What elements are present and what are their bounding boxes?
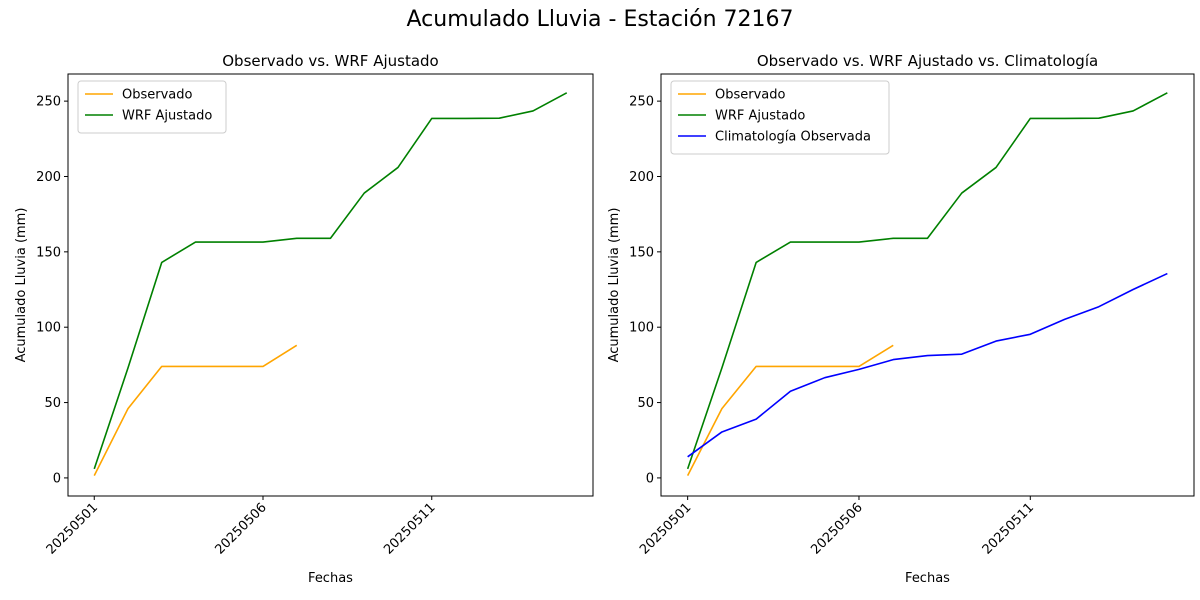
chart-panel-1: 0 50 100 150 200 250 20250501 20250506 20250511 O… xyxy=(14,52,594,586)
y-tick-label: 250 xyxy=(629,95,654,110)
series-line-climatología-observada xyxy=(687,272,1168,458)
y-tick-label: 100 xyxy=(36,321,61,336)
y-tick-label: 100 xyxy=(629,321,654,336)
y-tick-label: 200 xyxy=(629,170,654,185)
y-axis-label: Acumulado Lluvia (mm) xyxy=(14,208,29,363)
y-tick-label: 200 xyxy=(36,170,61,185)
chart-title: Observado vs. WRF Ajustado xyxy=(222,52,438,70)
legend-label: Observado xyxy=(715,88,786,103)
y-tick-label: 50 xyxy=(637,396,654,411)
y-axis-label: Acumulado Lluvia (mm) xyxy=(607,208,622,363)
x-tick-label: 20250506 xyxy=(212,500,269,557)
x-tick-label: 20250501 xyxy=(637,500,694,557)
chart-title: Observado vs. WRF Ajustado vs. Climatolo… xyxy=(757,52,1098,70)
series-line-wrf-ajustado xyxy=(686,92,1168,470)
legend-label: WRF Ajustado xyxy=(715,109,805,124)
x-tick-label: 20250506 xyxy=(808,500,865,557)
y-tick-label: 0 xyxy=(646,471,654,486)
legend-label: Observado xyxy=(122,88,193,103)
figure-title: Acumulado Lluvia - Estación 72167 xyxy=(406,7,794,32)
legend: Observado WRF Ajustado xyxy=(77,80,227,134)
y-tick-label: 0 xyxy=(53,471,61,486)
x-tick-label: 20250511 xyxy=(980,500,1037,557)
legend-label: WRF Ajustado xyxy=(122,109,212,124)
x-tick-label: 20250501 xyxy=(44,500,101,557)
legend: Observado WRF Ajustado Climatología Observ… xyxy=(670,80,890,155)
axes-frame xyxy=(660,73,1195,497)
chart-panel-2: 0 50 100 150 200 250 20250501 20250506 20250511 O… xyxy=(607,52,1195,586)
x-tick-label: 20250511 xyxy=(381,500,438,557)
legend-box xyxy=(670,80,890,155)
legend-box xyxy=(77,80,227,134)
y-tick-label: 150 xyxy=(629,245,654,260)
series-line-observado xyxy=(93,344,298,477)
y-tick-label: 250 xyxy=(36,95,61,110)
axes-frame xyxy=(67,73,594,497)
legend-label: Climatología Observada xyxy=(715,130,871,145)
series-line-observado xyxy=(686,344,894,477)
y-tick-label: 50 xyxy=(44,396,61,411)
x-axis-label: Fechas xyxy=(905,571,950,586)
y-tick-label: 150 xyxy=(36,245,61,260)
series-line-wrf-ajustado xyxy=(93,92,568,470)
x-axis-label: Fechas xyxy=(308,571,353,586)
